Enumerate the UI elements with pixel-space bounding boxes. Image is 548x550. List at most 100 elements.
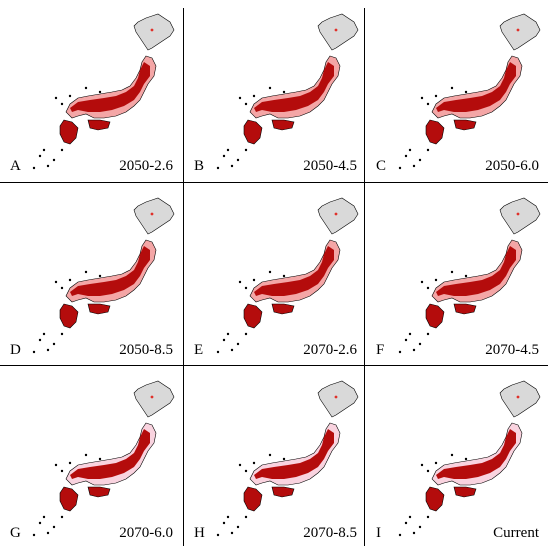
kyushu-region [425,486,445,512]
hokkaido-region [133,197,175,235]
panel-letter: C [376,158,387,174]
island [426,286,430,290]
island [38,154,42,158]
island [222,338,226,342]
island [244,332,248,336]
island [398,533,402,537]
high-suitability-area [254,429,334,479]
island [46,531,50,535]
map-panel-e: E 2070-2.6 [184,184,365,364]
island [408,148,412,152]
occurrence-point [516,395,520,399]
island [60,286,64,290]
island [244,469,248,473]
hokkaido-region [317,380,359,418]
high-suitability-area [436,246,516,296]
hokkaido-region [317,13,359,51]
island [42,148,46,152]
occurrence-point [334,28,338,32]
island [230,531,234,535]
island [464,90,468,94]
divider-horizontal [0,365,548,366]
island [38,521,42,525]
occurrence-point [516,212,520,216]
island [60,102,64,106]
panel-letter: B [194,158,205,174]
kyushu-region [243,119,263,145]
shikoku-region [87,486,111,498]
island [408,332,412,336]
hokkaido-region [317,197,359,235]
island [226,332,230,336]
island [426,102,430,106]
japan-map [216,380,359,537]
occurrence-point [334,395,338,399]
occurrence-point [150,28,154,32]
scenario-label: 2070-2.6 [303,342,357,358]
map-panel-g: G 2070-6.0 [0,367,181,547]
island [464,274,468,278]
island [412,348,416,352]
island [244,286,248,290]
map-panel-a: A 2050-2.6 [0,0,181,180]
high-suitability-area [70,246,150,296]
shikoku-region [453,303,477,315]
kyushu-region [59,119,79,145]
japan-map [216,197,359,354]
island [238,96,242,100]
island [236,525,240,529]
occurrence-point [334,212,338,216]
divider-horizontal [0,182,548,183]
panel-letter: D [10,342,21,358]
island [236,342,240,346]
island [98,274,102,278]
shikoku-region [453,119,477,131]
shikoku-region [271,303,295,315]
panel-letter: H [194,525,205,541]
island [32,166,36,170]
kyushu-region [59,486,79,512]
shikoku-region [453,486,477,498]
high-suitability-area [254,62,334,112]
island [68,278,72,282]
island [54,96,58,100]
island [52,158,56,162]
map-panel-h: H 2070-8.5 [184,367,365,547]
island [412,531,416,535]
island [52,342,56,346]
island [32,533,36,537]
island [252,94,256,98]
island [268,453,272,457]
island [244,102,248,106]
island [252,278,256,282]
island [426,148,430,152]
japan-map [32,380,175,537]
island [244,515,248,519]
island [216,350,220,354]
shikoku-region [271,486,295,498]
scenario-label: 2050-2.6 [119,158,173,174]
island [426,469,430,473]
island [450,86,454,90]
island [420,463,424,467]
hokkaido-region [133,13,175,51]
island [60,332,64,336]
japan-map [398,13,541,170]
occurrence-point [150,395,154,399]
japan-map [32,13,175,170]
island [412,164,416,168]
scenario-label: 2070-8.5 [303,525,357,541]
island [238,280,242,284]
high-suitability-area [70,62,150,112]
island [226,515,230,519]
island [54,463,58,467]
island [60,515,64,519]
island [230,164,234,168]
island [426,332,430,336]
high-suitability-area [436,62,516,112]
island [222,521,226,525]
island [398,350,402,354]
hokkaido-region [499,197,541,235]
island [252,461,256,465]
